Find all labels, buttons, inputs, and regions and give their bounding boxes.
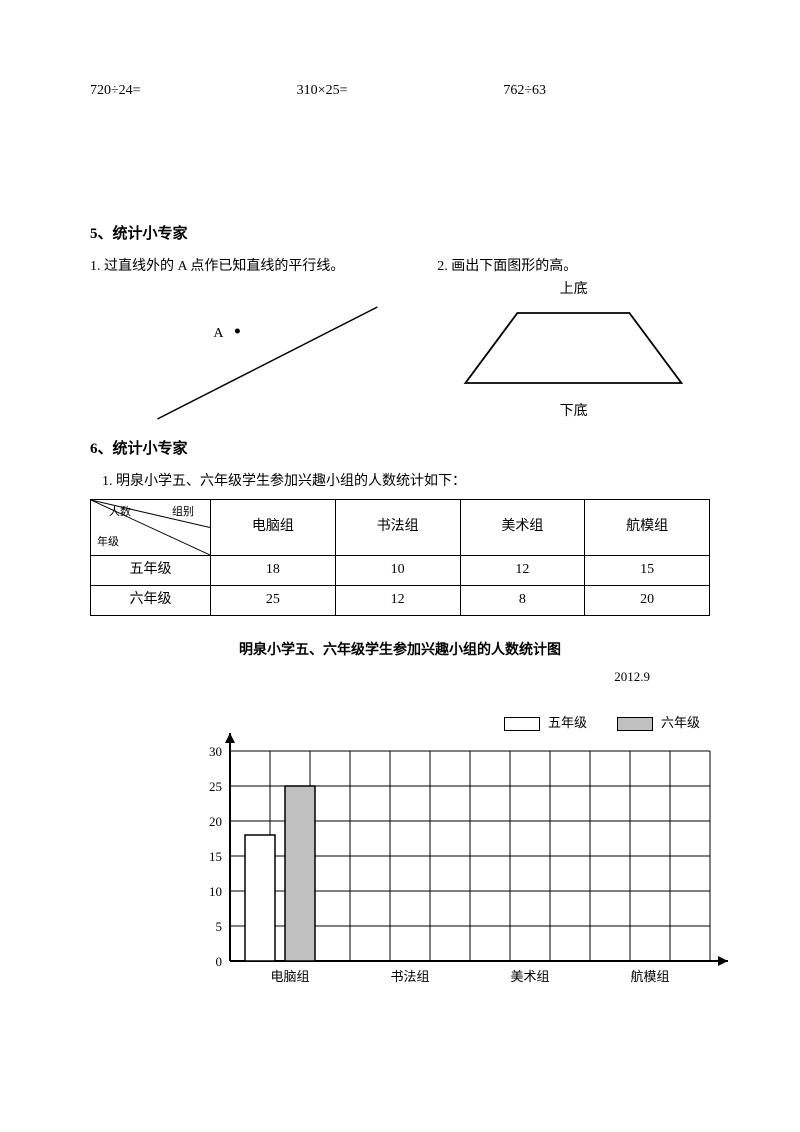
- table-corner-cell: 人数 组别 年级: [91, 500, 211, 556]
- row0-label: 五年级: [91, 556, 211, 586]
- row1-c0: 25: [211, 586, 336, 616]
- section5-title: 5、统计小专家: [90, 222, 710, 246]
- chart-legend: 五年级 六年级: [504, 713, 700, 734]
- equation-a: 720÷24=: [90, 80, 297, 102]
- section6-q1: 1. 明泉小学五、六年级学生参加兴趣小组的人数统计如下：: [102, 471, 710, 493]
- legend-swatch-grade5: [504, 717, 540, 731]
- point-a-label: A: [213, 326, 224, 341]
- equation-c: 762÷63: [503, 80, 710, 102]
- row1-label: 六年级: [91, 586, 211, 616]
- row1-c2: 8: [460, 586, 585, 616]
- svg-text:5: 5: [216, 919, 223, 934]
- row0-c2: 12: [460, 556, 585, 586]
- legend-swatch-grade6: [617, 717, 653, 731]
- hdr-nj: 年级: [97, 534, 119, 552]
- svg-text:航模组: 航模组: [630, 969, 669, 984]
- table-row: 五年级 18 10 12 15: [91, 556, 710, 586]
- hdr-gb: 组别: [172, 504, 194, 522]
- svg-text:书法组: 书法组: [390, 969, 429, 984]
- line-diagram: A: [90, 279, 425, 429]
- bar-chart: 五年级 六年级 0 5 10 15 20 25 30 电脑组 书法组 美术组 航模组: [180, 693, 740, 1003]
- trapezoid-icon: [466, 313, 682, 383]
- svg-text:15: 15: [209, 849, 222, 864]
- legend-label-grade5: 五年级: [548, 713, 587, 734]
- row1-c3: 20: [585, 586, 710, 616]
- svg-text:0: 0: [216, 954, 223, 969]
- legend-item-grade6: 六年级: [617, 713, 700, 734]
- data-table: 人数 组别 年级 电脑组 书法组 美术组 航模组 五年级 18 10 12 15…: [90, 499, 710, 616]
- section6-title: 6、统计小专家: [90, 437, 710, 461]
- row1-c1: 12: [335, 586, 460, 616]
- trapezoid-bottom-label: 下底: [437, 401, 710, 423]
- legend-label-grade6: 六年级: [661, 713, 700, 734]
- svg-text:20: 20: [209, 814, 222, 829]
- col-0: 电脑组: [211, 500, 336, 556]
- equation-row: 720÷24= 310×25= 762÷63: [90, 80, 710, 102]
- section5-questions: 1. 过直线外的 A 点作已知直线的平行线。 A 2. 画出下面图形的高。 上底…: [90, 256, 710, 428]
- trapezoid-diagram: [437, 301, 710, 401]
- col-1: 书法组: [335, 500, 460, 556]
- row0-c3: 15: [585, 556, 710, 586]
- row0-c0: 18: [211, 556, 336, 586]
- col-2: 美术组: [460, 500, 585, 556]
- section5-q2: 2. 画出下面图形的高。: [437, 256, 710, 278]
- svg-text:美术组: 美术组: [510, 969, 549, 984]
- row0-c1: 10: [335, 556, 460, 586]
- svg-text:10: 10: [209, 884, 222, 899]
- svg-text:30: 30: [209, 744, 222, 759]
- col-3: 航模组: [585, 500, 710, 556]
- chart-title: 明泉小学五、六年级学生参加兴趣小组的人数统计图: [90, 640, 710, 662]
- svg-text:25: 25: [209, 779, 222, 794]
- chart-date: 2012.9: [90, 667, 650, 688]
- table-header-row: 人数 组别 年级 电脑组 书法组 美术组 航模组: [91, 500, 710, 556]
- point-a-icon: [235, 328, 240, 333]
- equation-b: 310×25=: [297, 80, 504, 102]
- hdr-rs: 人数: [109, 504, 131, 522]
- section5-q1: 1. 过直线外的 A 点作已知直线的平行线。: [90, 256, 425, 278]
- svg-text:电脑组: 电脑组: [270, 969, 309, 984]
- legend-item-grade5: 五年级: [504, 713, 587, 734]
- known-line: [157, 307, 377, 419]
- trapezoid-top-label: 上底: [437, 279, 710, 301]
- chart-svg: 0 5 10 15 20 25 30 电脑组 书法组 美术组 航模组: [180, 693, 740, 1003]
- table-row: 六年级 25 12 8 20: [91, 586, 710, 616]
